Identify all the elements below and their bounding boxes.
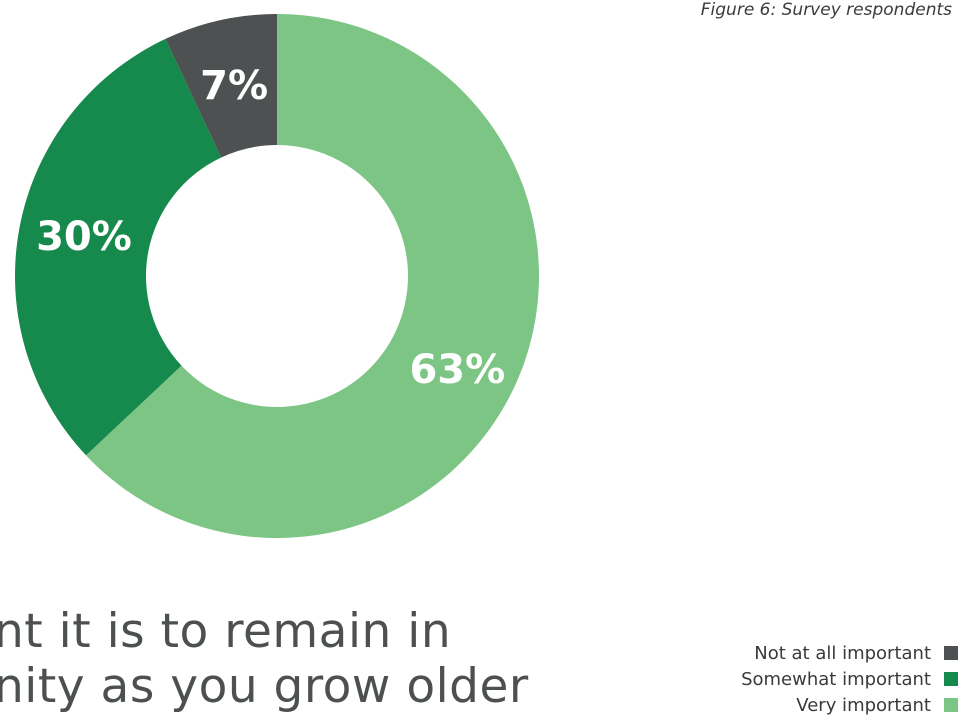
legend-item-somewhat-important: Somewhat important [638,666,958,692]
slice-label-not-at-all-important: 7% [200,63,268,109]
donut-slice-somewhat-important [14,38,222,456]
legend-item-very-important: Very important [638,692,958,718]
legend-swatch [944,698,958,712]
legend-item-not-at-all-important: Not at all important [638,640,958,666]
legend-label: Somewhat important [741,668,931,690]
legend-label: Very important [796,694,931,716]
donut-slice-labels: 63% 30% 7% [36,63,505,393]
legend-label: Not at all important [754,642,931,664]
donut-slices [14,13,539,538]
chart-heading-line-2: nity as you grow older [0,659,529,714]
slice-label-somewhat-important: 30% [36,214,132,260]
figure-caption: Figure 6: Survey respondents [700,0,952,20]
legend-swatch [944,646,958,660]
donut-slice-not-at-all-important [165,13,277,158]
chart-heading: nt it is to remain in nity as you grow o… [0,604,529,714]
legend-swatch [944,672,958,686]
slice-label-very-important: 63% [409,347,505,393]
donut-slice-very-important [86,14,539,538]
chart-legend: Not at all important Somewhat important … [638,640,958,718]
chart-heading-line-1: nt it is to remain in [0,604,452,659]
